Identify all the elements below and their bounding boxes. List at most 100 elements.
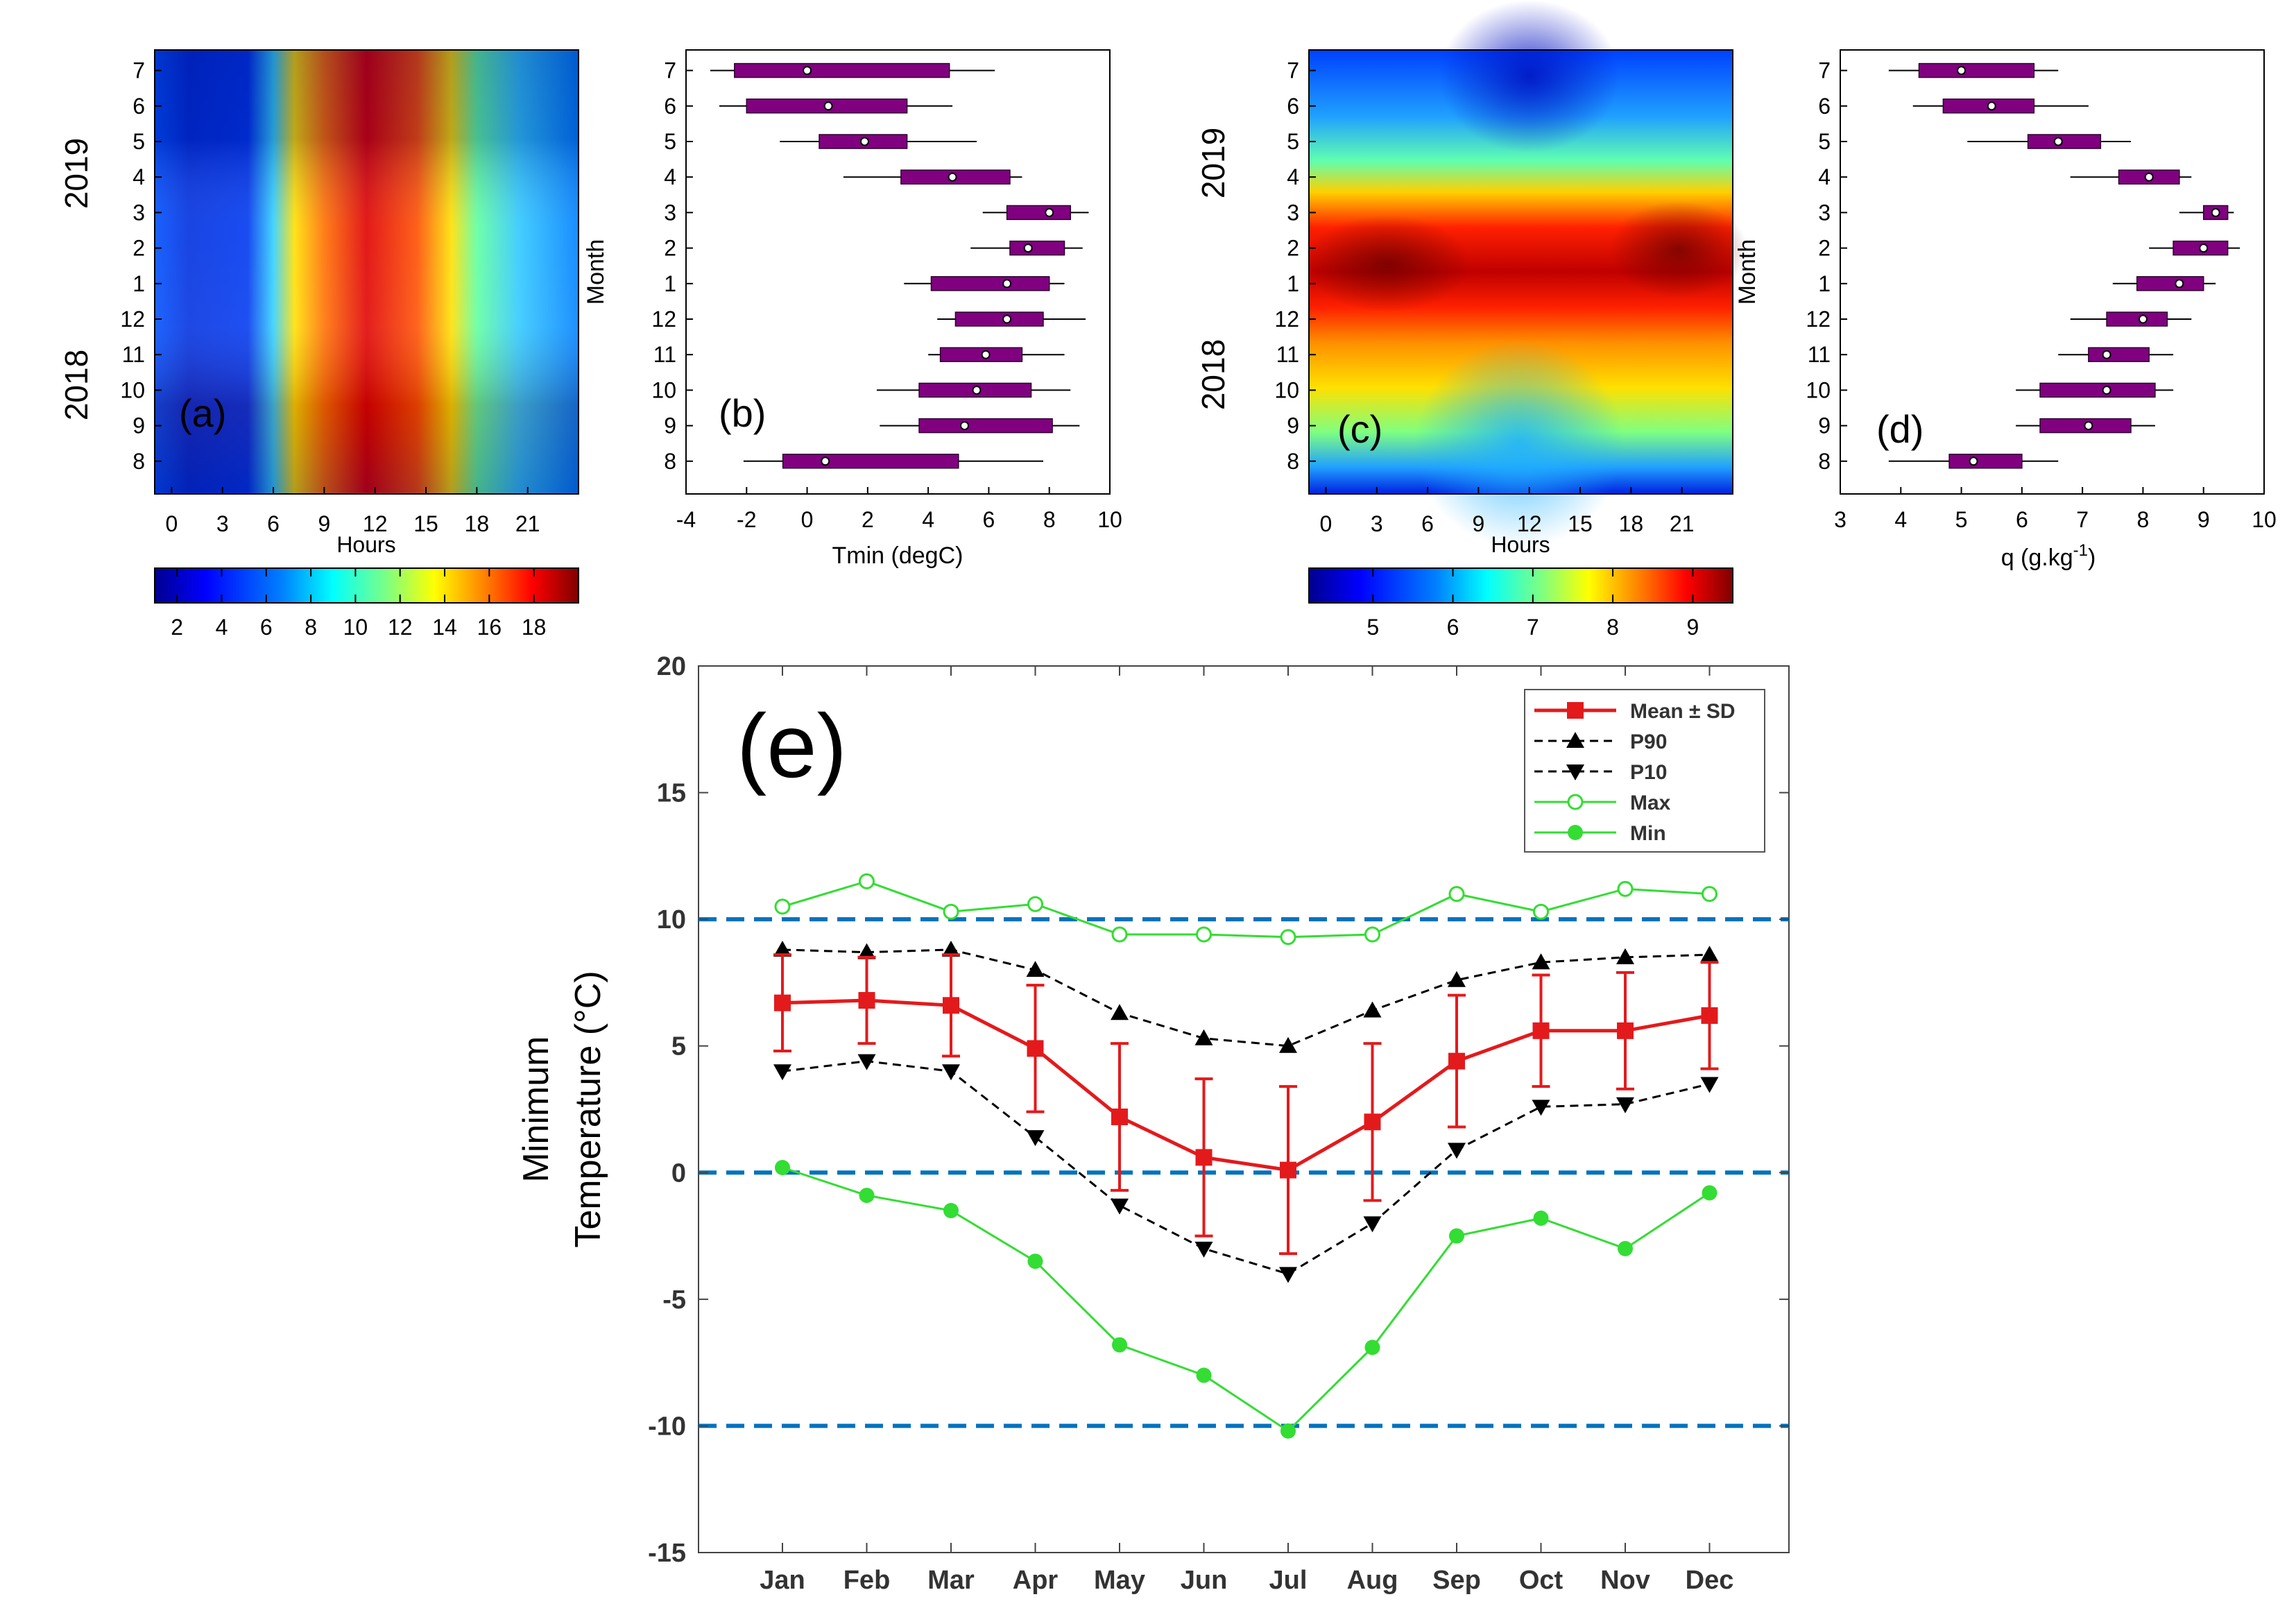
- box-iqr: [2088, 347, 2150, 362]
- heatmap-a-year-upper: 2019: [58, 138, 94, 209]
- data-point: [943, 903, 959, 920]
- box-median: [981, 350, 991, 359]
- colorbar-tick-label: 8: [1607, 615, 1619, 640]
- line-e-ylabel-line1: Minimum: [516, 1036, 556, 1183]
- box-iqr: [1918, 62, 2035, 78]
- y-tick-label: 5: [1287, 129, 1299, 154]
- data-point: [1618, 1240, 1633, 1256]
- x-tick-label: -4: [676, 507, 696, 532]
- x-tick-label: -2: [737, 507, 756, 532]
- data-point: [1112, 1337, 1127, 1353]
- box-iqr: [939, 347, 1023, 362]
- legend-marker: [1567, 702, 1584, 719]
- data-point: [773, 940, 791, 957]
- y-tick-label: 9: [664, 413, 676, 438]
- data-point: [942, 940, 960, 957]
- y-tick-label: 3: [1818, 200, 1831, 225]
- box-median: [972, 385, 982, 395]
- data-point: [1196, 926, 1212, 943]
- colorbar-tick-label: 12: [388, 615, 413, 640]
- x-tick-label: 12: [1517, 511, 1542, 536]
- box-iqr: [782, 454, 959, 469]
- y-tick-label: 4: [1818, 164, 1831, 189]
- data-point: [1700, 946, 1719, 962]
- y-tick-label: 11: [1276, 342, 1299, 367]
- boxplot-d-xlabel-sup: -1: [2073, 541, 2088, 560]
- x-tick-label: Jan: [760, 1566, 805, 1595]
- y-tick-label: 12: [1806, 307, 1831, 332]
- y-tick-label: -5: [662, 1285, 686, 1315]
- heatmap-a-year-lower: 2018: [58, 350, 94, 420]
- y-tick-label: -15: [648, 1539, 686, 1568]
- series-mean-sd: [773, 953, 1719, 1256]
- y-tick-label: 7: [664, 58, 676, 83]
- box-median: [821, 456, 830, 466]
- data-point: [1364, 926, 1380, 943]
- x-tick-label: 18: [465, 511, 490, 536]
- x-tick-label: 6: [2016, 507, 2028, 532]
- heatmap-c-frame: [1308, 49, 1733, 495]
- heatmap-a-xlabel: Hours: [336, 532, 395, 557]
- legend-label: P90: [1630, 730, 1667, 753]
- colorbar-tick-label: 10: [343, 615, 368, 640]
- box-median: [803, 66, 812, 76]
- series-line: [782, 1166, 1711, 1433]
- box-median: [1987, 101, 1996, 111]
- panel-a-label: (a): [179, 391, 226, 435]
- y-tick-label: 10: [651, 377, 676, 402]
- colorbar-tick-label: 6: [260, 615, 273, 640]
- heatmap-c-year-lower: 2018: [1195, 339, 1231, 410]
- box-iqr: [2106, 311, 2168, 327]
- x-tick-label: 15: [1568, 511, 1593, 536]
- colorbar-tick-label: 18: [522, 615, 547, 640]
- x-tick-label: 10: [1097, 507, 1122, 532]
- boxplot-b-frame: [685, 49, 1111, 495]
- y-tick-label: 8: [1287, 449, 1299, 474]
- colorbar-tick-label: 6: [1447, 615, 1459, 640]
- heatmap-a-shade: [155, 50, 579, 494]
- box-iqr: [2027, 134, 2102, 149]
- y-tick-label: 5: [1818, 129, 1831, 154]
- x-tick-label: 9: [2198, 507, 2210, 532]
- box-median: [2102, 385, 2111, 395]
- data-point: [773, 1064, 791, 1081]
- legend-label: Min: [1630, 822, 1666, 845]
- y-tick-label: 11: [1808, 342, 1831, 367]
- y-tick-label: 0: [671, 1159, 686, 1188]
- box-median: [960, 421, 970, 431]
- heatmap-c-moist-spot-left: [1304, 215, 1471, 312]
- x-tick-label: 9: [1473, 511, 1485, 536]
- heatmap-c-moist-spot-right: [1609, 201, 1748, 298]
- line-e-legend: Mean ± SD P90 P10 Max Min: [1524, 689, 1765, 853]
- y-tick-label: 1: [1818, 271, 1831, 296]
- data-point: [1448, 886, 1465, 903]
- line-e-y-ticks: -15 -10 -5 0 5 10 15 20: [648, 652, 1789, 1568]
- boxplot-d-xlabel-suffix: ): [2088, 545, 2096, 571]
- data-point: [943, 997, 959, 1014]
- box-median: [1045, 207, 1054, 217]
- data-point: [1364, 1340, 1380, 1356]
- boxplot-b-xlabel: Tmin (degC): [832, 542, 963, 569]
- data-point: [1026, 1130, 1045, 1147]
- y-tick-label: 7: [132, 58, 145, 83]
- x-tick-label: Nov: [1600, 1566, 1650, 1595]
- data-point: [774, 898, 791, 915]
- data-point: [858, 991, 875, 1009]
- colorbar-tick-label: 4: [216, 615, 228, 640]
- line-e-ylabel-line2: Temperature (°C): [568, 971, 608, 1247]
- y-tick-label: 1: [664, 271, 676, 296]
- y-tick-label: 3: [664, 200, 676, 225]
- x-tick-label: 8: [1043, 507, 1056, 532]
- x-tick-label: 6: [1421, 511, 1434, 536]
- box-median: [2144, 172, 2154, 182]
- y-tick-label: 9: [1287, 413, 1299, 438]
- panel-e-label: (e): [737, 695, 847, 796]
- box-median: [1957, 66, 1967, 76]
- y-tick-label: 12: [120, 307, 145, 332]
- data-point: [1027, 1254, 1043, 1270]
- box-median: [1002, 279, 1012, 289]
- data-point: [1533, 903, 1549, 920]
- x-tick-label: 4: [922, 507, 934, 532]
